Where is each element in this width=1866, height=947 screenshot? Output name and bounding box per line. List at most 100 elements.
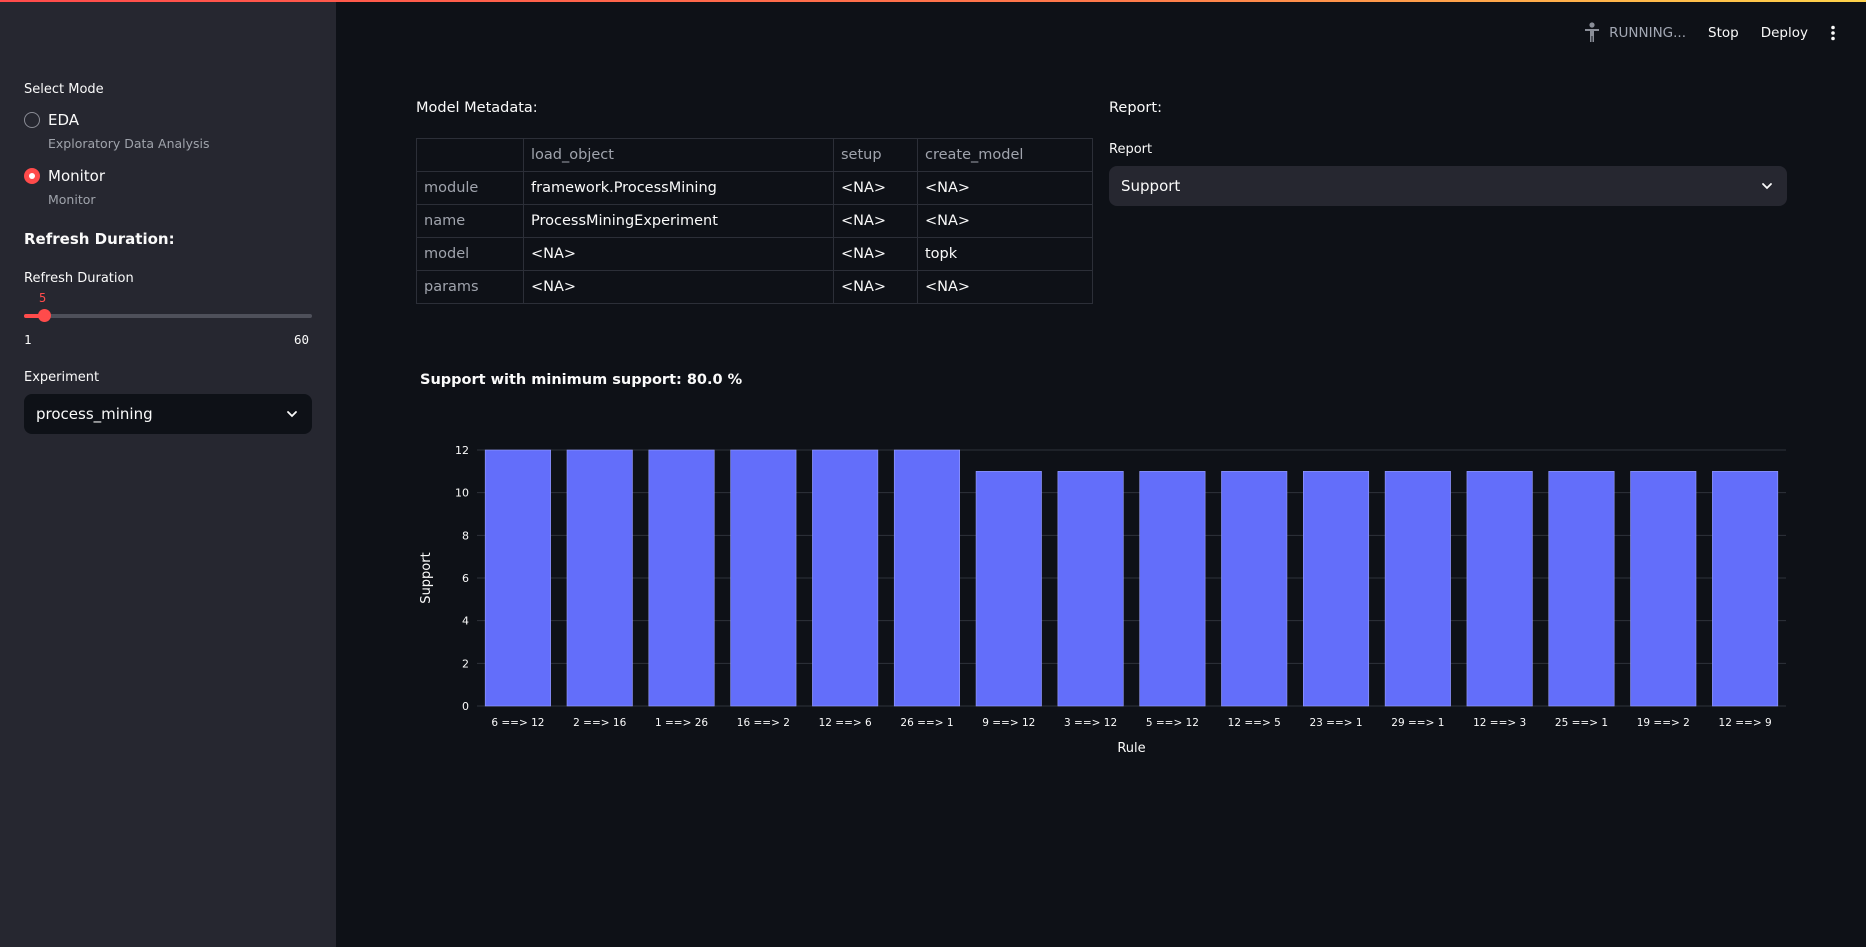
- table-cell: framework.ProcessMining: [523, 171, 834, 205]
- table-header-row: load_object setup create_model: [416, 138, 1093, 172]
- x-tick-label: 6 ==> 12: [491, 717, 544, 729]
- radio-caption-monitor: Monitor: [48, 192, 96, 207]
- table-cell: <NA>: [833, 270, 918, 304]
- bar: [812, 449, 879, 707]
- report-select-label: Report: [1109, 142, 1153, 157]
- refresh-duration-heading: Refresh Duration:: [24, 230, 175, 248]
- stop-button[interactable]: Stop: [1708, 25, 1739, 41]
- bar: [1221, 471, 1288, 707]
- table-row: module framework.ProcessMining <NA> <NA>: [416, 171, 1093, 205]
- x-tick-label: 9 ==> 12: [982, 717, 1035, 729]
- table-cell: <NA>: [523, 237, 834, 271]
- bar: [975, 471, 1042, 707]
- y-tick-label: 4: [462, 615, 469, 628]
- table-row: name ProcessMiningExperiment <NA> <NA>: [416, 204, 1093, 238]
- table-cell: <NA>: [833, 204, 918, 238]
- table-row: model <NA> <NA> topk: [416, 237, 1093, 271]
- experiment-select-value: process_mining: [36, 405, 153, 423]
- x-tick-label: 16 ==> 2: [737, 717, 790, 729]
- bar: [1303, 471, 1370, 707]
- bar: [1384, 471, 1451, 707]
- x-tick-label: 29 ==> 1: [1391, 717, 1444, 729]
- x-tick-label: 12 ==> 9: [1719, 717, 1772, 729]
- bar: [893, 449, 960, 707]
- report-select[interactable]: Support: [1109, 166, 1787, 206]
- table-header-cell: setup: [833, 138, 918, 172]
- x-tick-label: 1 ==> 26: [655, 717, 708, 729]
- y-tick-label: 0: [462, 700, 469, 713]
- refresh-duration-label: Refresh Duration: [24, 271, 134, 286]
- chevron-down-icon: [287, 411, 297, 418]
- table-row-header: model: [416, 237, 524, 271]
- running-status: RUNNING...: [1583, 22, 1686, 44]
- table-cell: <NA>: [523, 270, 834, 304]
- support-bar-chart: 0 2 4 6 8 10 12 6 ==> 12 2 ==> 16 1 ==> 26 16 ==> …: [419, 444, 1786, 756]
- table-header-cell: create_model: [917, 138, 1093, 172]
- table-header-cell: load_object: [523, 138, 834, 172]
- table-row: params <NA> <NA> <NA>: [416, 270, 1093, 304]
- bar: [1057, 471, 1124, 707]
- metadata-table: load_object setup create_model module fr…: [416, 138, 1093, 304]
- x-tick-label: 12 ==> 6: [819, 717, 872, 729]
- experiment-label: Experiment: [24, 370, 100, 385]
- radio-circle-icon[interactable]: [24, 112, 40, 128]
- model-metadata-title: Model Metadata:: [416, 100, 538, 116]
- refresh-slider-thumb[interactable]: [38, 309, 51, 322]
- x-axis-label: Rule: [1117, 741, 1145, 756]
- radio-caption-eda: Exploratory Data Analysis: [48, 136, 210, 151]
- kebab-menu-icon[interactable]: [1830, 25, 1836, 41]
- radio-option-monitor[interactable]: Monitor: [24, 167, 105, 185]
- table-cell: <NA>: [833, 171, 918, 205]
- x-tick-label: 12 ==> 3: [1473, 717, 1526, 729]
- select-mode-label: Select Mode: [24, 82, 104, 97]
- bar: [1139, 471, 1206, 707]
- bar: [648, 449, 715, 707]
- y-tick-label: 10: [455, 487, 469, 500]
- radio-selected-icon[interactable]: [24, 168, 40, 184]
- sidebar: Select Mode EDA Exploratory Data Analysi…: [0, 0, 336, 947]
- table-row-header: name: [416, 204, 524, 238]
- top-toolbar: RUNNING... Stop Deploy: [1583, 22, 1836, 44]
- x-tick-label: 3 ==> 12: [1064, 717, 1117, 729]
- table-cell: <NA>: [833, 237, 918, 271]
- experiment-select[interactable]: process_mining: [24, 394, 312, 434]
- radio-option-eda[interactable]: EDA: [24, 111, 79, 129]
- bar: [566, 449, 633, 707]
- bar: [484, 449, 551, 707]
- slider-min: 1: [24, 332, 32, 347]
- top-progress-line: [0, 0, 1866, 2]
- table-row-header: module: [416, 171, 524, 205]
- bar: [1548, 471, 1615, 707]
- y-tick-label: 8: [462, 529, 469, 542]
- refresh-slider-track[interactable]: [24, 314, 312, 318]
- bar: [1712, 471, 1779, 707]
- deploy-button[interactable]: Deploy: [1760, 25, 1808, 41]
- x-tick-label: 19 ==> 2: [1637, 717, 1690, 729]
- x-tick-label: 25 ==> 1: [1555, 717, 1608, 729]
- table-cell: <NA>: [917, 270, 1093, 304]
- x-tick-label: 23 ==> 1: [1309, 717, 1362, 729]
- slider-value: 5: [39, 291, 47, 305]
- table-row-header: params: [416, 270, 524, 304]
- radio-label-monitor: Monitor: [48, 167, 106, 185]
- y-axis-label: Support: [419, 552, 434, 603]
- report-select-value: Support: [1121, 177, 1181, 195]
- slider-max: 60: [294, 332, 310, 347]
- report-title: Report:: [1109, 100, 1162, 116]
- chevron-down-icon: [1762, 183, 1772, 190]
- bar: [1630, 471, 1697, 707]
- bar: [1466, 471, 1533, 707]
- running-figure-icon: [1585, 22, 1600, 42]
- y-tick-label: 6: [462, 572, 469, 585]
- y-tick-label: 12: [455, 444, 469, 457]
- table-cell: ProcessMiningExperiment: [523, 204, 834, 238]
- slider-fill: [24, 314, 44, 318]
- bar: [730, 449, 797, 707]
- x-tick-label: 26 ==> 1: [900, 717, 953, 729]
- table-header-cell: [416, 138, 524, 172]
- radio-label-eda: EDA: [48, 111, 80, 129]
- table-cell: topk: [917, 237, 1093, 271]
- x-tick-label: 12 ==> 5: [1228, 717, 1281, 729]
- x-tick-label: 5 ==> 12: [1146, 717, 1199, 729]
- chart-title: Support with minimum support: 80.0 %: [420, 372, 743, 388]
